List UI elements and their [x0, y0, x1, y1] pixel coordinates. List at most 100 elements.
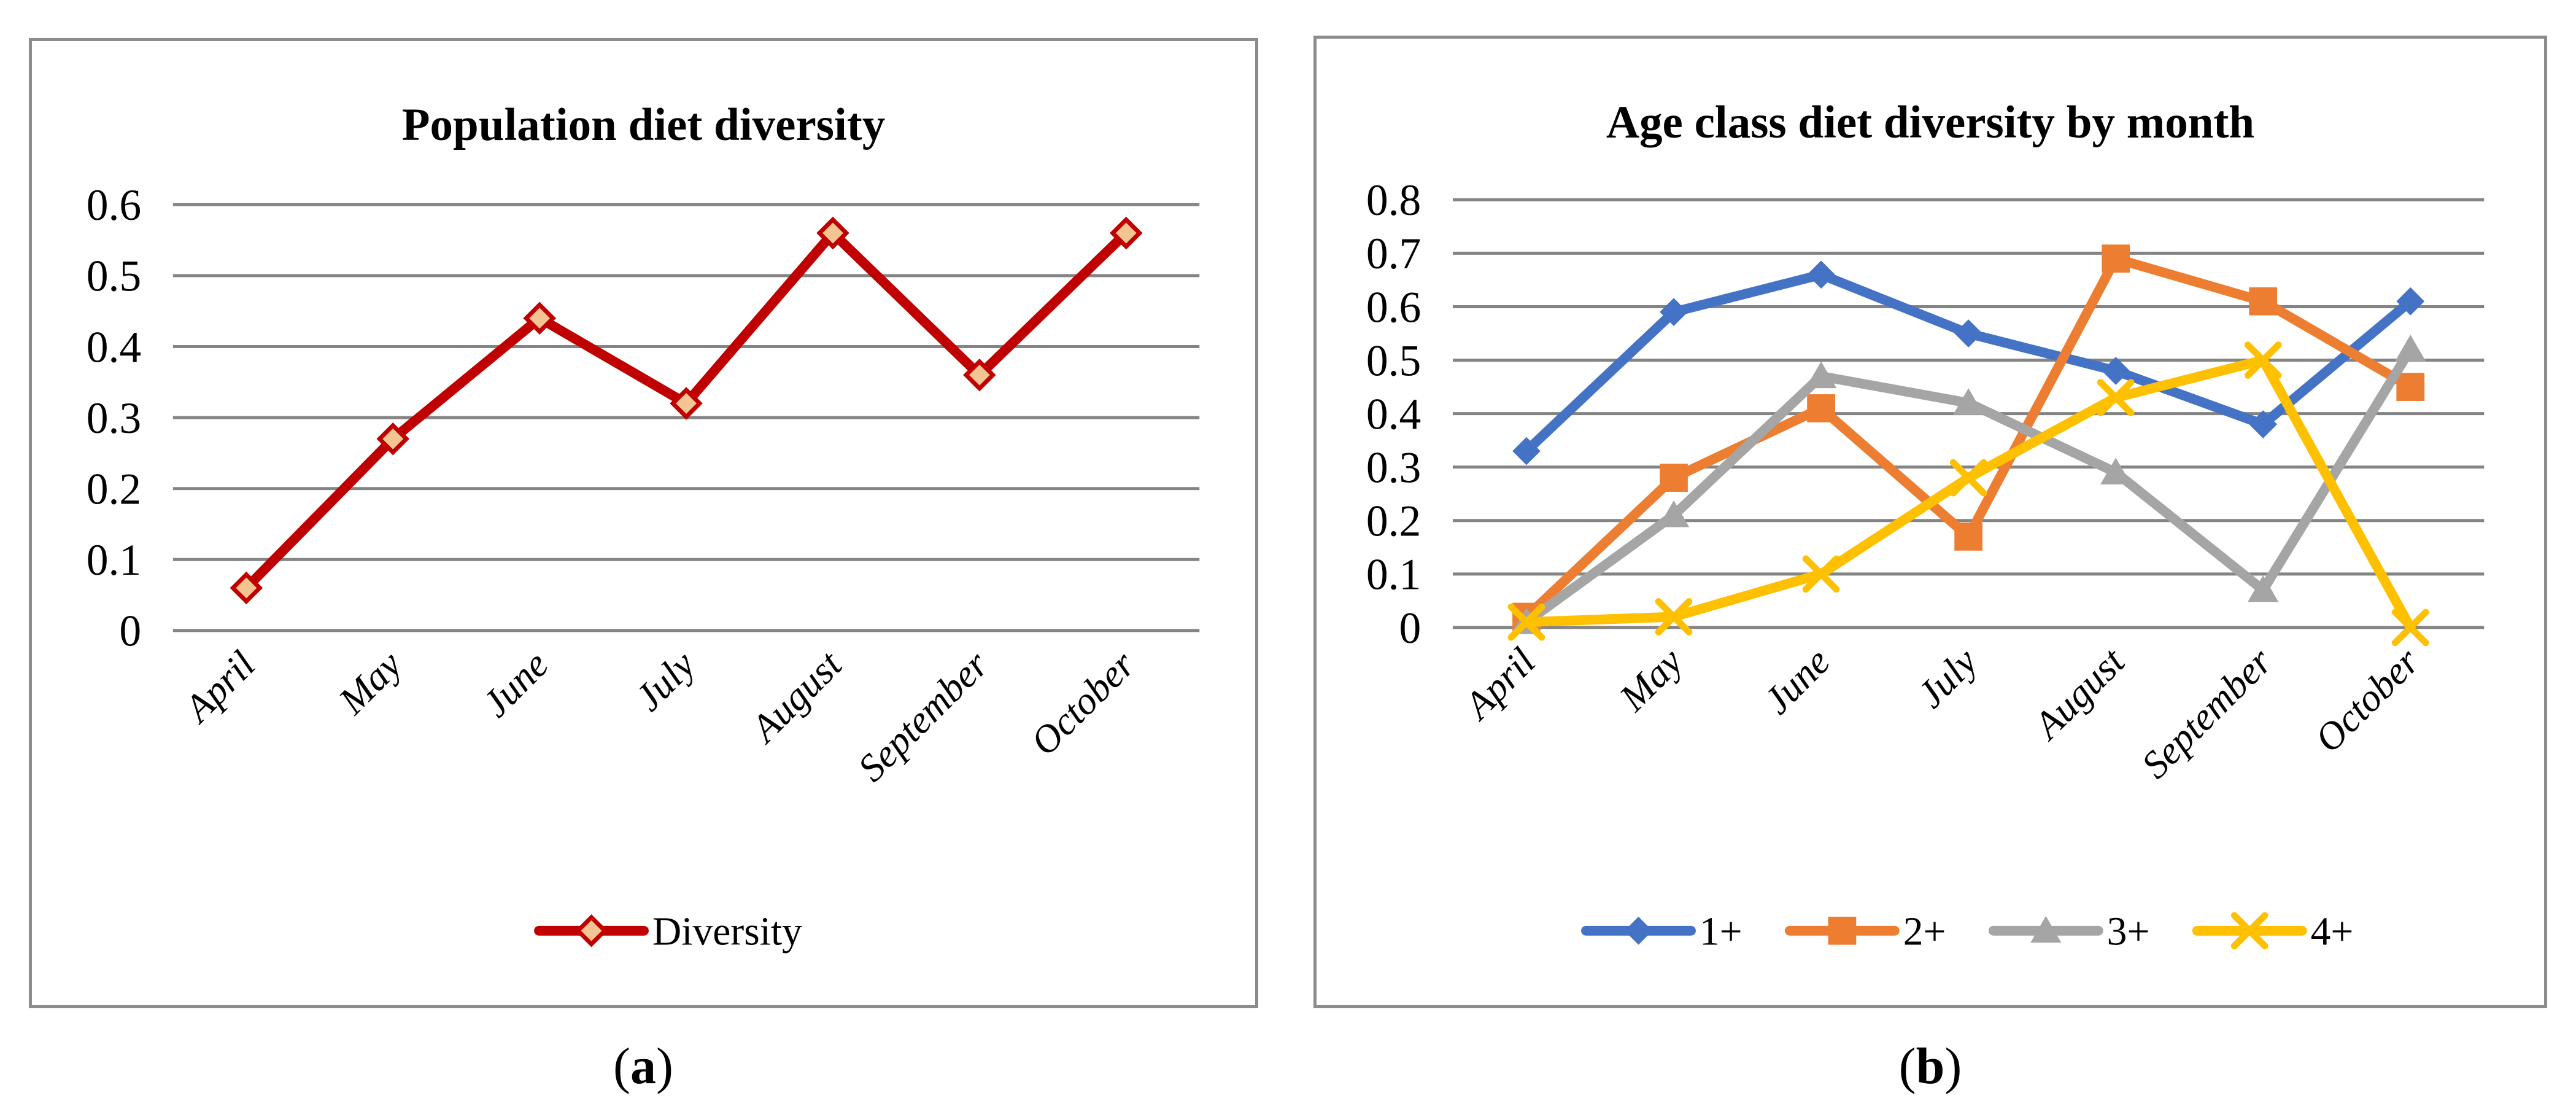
square-marker: [1954, 523, 1982, 551]
triangle-marker: [2248, 575, 2279, 602]
diamond-marker: [230, 571, 263, 605]
diamond-marker: [1110, 216, 1143, 250]
series-1+: [1512, 260, 2425, 465]
legend: 1+ 2+ 3+ 4+: [1581, 910, 2354, 954]
x-tick-label: June: [474, 642, 557, 725]
x-marker: [1507, 603, 1545, 641]
caption-b-open-paren: (: [1898, 1038, 1916, 1095]
series-4+: [1507, 341, 2429, 647]
x-marker: [1802, 555, 1840, 593]
y-tick-label: 0.4: [1366, 390, 1421, 438]
legend-label: 4+: [2311, 910, 2354, 954]
legend-label: 1+: [1700, 910, 1742, 954]
x-tick-label: October: [1022, 642, 1143, 764]
caption-a-letter: a: [630, 1038, 656, 1095]
x-marker: [2244, 341, 2282, 379]
legend-item-1+: 1+: [1581, 910, 1742, 954]
y-axis-labels: 0 0.1 0.2 0.3 0.4 0.50.6 0.7 0.8: [1366, 176, 1421, 653]
diamond-marker: [1660, 298, 1688, 327]
triangle-marker: [1952, 388, 1984, 415]
series-3+: [1510, 335, 2426, 634]
y-tick-label: 0.1: [1366, 551, 1421, 599]
legend-item-4+: 4+: [2192, 910, 2354, 954]
y-tick-label: 0: [1399, 604, 1421, 653]
x-marker: [1949, 459, 1987, 497]
triangle-marker: [1658, 500, 1690, 527]
series-line: [1522, 270, 2416, 456]
x-tick-label: July: [627, 642, 704, 720]
y-tick-label: 0.8: [1366, 176, 1421, 225]
y-tick-label: 0.3: [87, 394, 141, 443]
legend-label: Diversity: [652, 910, 802, 954]
x-tick-label: September: [849, 642, 997, 790]
diamond-marker: [816, 216, 849, 250]
diamond-marker: [376, 422, 410, 456]
caption-a: (a): [520, 1036, 766, 1096]
y-tick-label: 0: [119, 607, 141, 656]
legend-item-2+: 2+: [1785, 910, 1946, 954]
legend-item-Diversity: Diversity: [534, 910, 802, 954]
x-tick-label: June: [1755, 639, 1838, 722]
square-marker: [1660, 464, 1688, 492]
series-Diversity: [230, 216, 1143, 605]
chart-a-title: Population diet diversity: [401, 99, 886, 150]
x-marker: [2097, 379, 2135, 416]
x-tick-label: August: [2024, 639, 2133, 748]
x-tick-label: August: [741, 642, 851, 752]
triangle-marker: [2030, 916, 2062, 943]
x-marker: [2391, 608, 2429, 647]
chart-panel-age-class-diversity: 0 0.1 0.2 0.3 0.4 0.5 0.6 0.7 0.8 April May June Jul…: [1313, 36, 2547, 1008]
square-marker: [1828, 916, 1857, 945]
diamond-marker: [1954, 319, 1982, 348]
x-tick-label: May: [1611, 639, 1691, 720]
legend: Diversity: [534, 910, 802, 954]
triangle-marker: [2395, 335, 2426, 362]
legend-label: 3+: [2107, 910, 2150, 954]
square-marker: [2396, 373, 2425, 401]
diamond-marker: [670, 387, 703, 420]
y-tick-label: 0.2: [1366, 497, 1421, 546]
diamond-marker: [1512, 437, 1541, 465]
diamond-marker: [1624, 916, 1653, 945]
caption-b-close-paren: ): [1944, 1038, 1962, 1095]
diamond-marker: [2102, 357, 2130, 385]
x-tick-label: April: [174, 642, 263, 731]
x-tick-label: May: [330, 642, 410, 723]
caption-b: (b): [1808, 1036, 2053, 1096]
x-tick-label: July: [1909, 639, 1986, 717]
y-tick-label: 0.7: [1366, 230, 1421, 278]
y-tick-label: 0.2: [87, 465, 141, 514]
caption-b-letter: b: [1916, 1038, 1945, 1095]
legend-item-3+: 3+: [1988, 910, 2150, 954]
y-tick-label: 0.6: [1366, 283, 1421, 332]
chart-panel-population-diversity: 0 0.1 0.2 0.3 0.4 0.5 0.6 April May June July Augus…: [29, 38, 1258, 1008]
diamond-marker: [1807, 260, 1835, 289]
y-tick-label: 0.6: [87, 181, 141, 230]
legend-label: 2+: [1903, 910, 1946, 954]
y-tick-label: 0.3: [1366, 444, 1421, 492]
chart-b-title: Age class diet diversity by month: [1606, 97, 2255, 148]
triangle-marker: [2100, 457, 2132, 484]
diamond-marker: [574, 914, 608, 947]
square-marker: [2249, 287, 2278, 316]
diamond-marker: [523, 301, 556, 335]
caption-a-open-paren: (: [613, 1038, 630, 1095]
x-marker: [1655, 598, 1693, 636]
x-marker: [2230, 912, 2269, 950]
x-tick-label: April: [1454, 639, 1543, 728]
chart-b-plot-area: 0 0.1 0.2 0.3 0.4 0.50.6 0.7 0.8 April May June Jul…: [1366, 176, 2485, 954]
y-tick-label: 0.5: [87, 252, 141, 301]
y-axis-labels: 0 0.1 0.2 0.3 0.4 0.5 0.6: [87, 181, 141, 656]
caption-a-close-paren: ): [656, 1038, 673, 1095]
square-marker: [2102, 244, 2130, 273]
y-tick-label: 0.1: [87, 536, 141, 585]
x-tick-label: October: [2307, 639, 2428, 761]
y-tick-label: 0.5: [1366, 336, 1421, 385]
square-marker: [1807, 394, 1835, 422]
x-tick-label: September: [2133, 639, 2280, 787]
gridlines: [1452, 198, 2485, 629]
y-tick-label: 0.4: [87, 323, 141, 371]
